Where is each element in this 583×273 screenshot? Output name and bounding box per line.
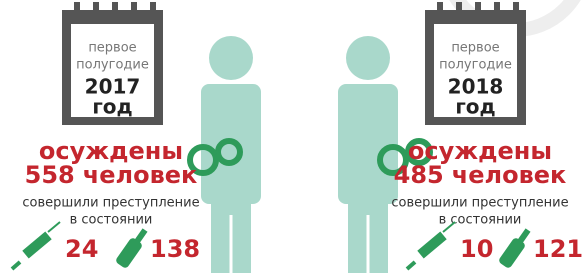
convicted-count: 485 (394, 161, 444, 189)
alcohol-count: 121 (533, 235, 583, 263)
figure-head (346, 36, 390, 80)
drug-count: 24 (65, 235, 98, 263)
convicted-unit: человек (83, 161, 198, 189)
syringe-plunger (12, 262, 20, 269)
handcuff-chain (214, 151, 219, 153)
year-word: год (455, 95, 495, 119)
convicted-count-line: 485 человек (394, 161, 567, 189)
bottle-neck (518, 228, 531, 243)
calendar-tab (513, 2, 519, 20)
calendar-tab (150, 2, 156, 20)
infographic: первоеполугодие2017годосуждены558человек… (0, 0, 583, 273)
convicted-count: 558 (25, 161, 75, 189)
figure-body (338, 84, 398, 204)
period-line: первое (88, 41, 136, 56)
drug-count: 10 (460, 235, 493, 263)
syringe-icon (22, 232, 51, 259)
period-line: первое (451, 41, 499, 56)
period-line: полугодие (439, 58, 512, 73)
note-line: в состоянии (70, 213, 153, 228)
calendar-tab (131, 2, 137, 20)
calendar-tab (112, 2, 118, 20)
calendar-tab (437, 2, 443, 20)
convicted-unit: человек (452, 161, 567, 189)
syringe-icon (417, 232, 446, 259)
alcohol-count: 138 (150, 235, 200, 263)
calendar-tab (494, 2, 500, 20)
syringe-needle (48, 222, 60, 232)
calendar-tab (93, 2, 99, 20)
convicted-count-line: 558 человек (25, 161, 198, 189)
period-line: полугодие (76, 58, 149, 73)
note-line: совершили преступление (391, 196, 568, 211)
calendar-tab (475, 2, 481, 20)
syringe-plunger (407, 262, 415, 269)
calendar-tab (74, 2, 80, 20)
note-line: совершили преступление (22, 196, 199, 211)
bottle-neck (135, 228, 148, 243)
year-word: год (92, 95, 132, 119)
figure-head (209, 36, 253, 80)
calendar-tab (456, 2, 462, 20)
